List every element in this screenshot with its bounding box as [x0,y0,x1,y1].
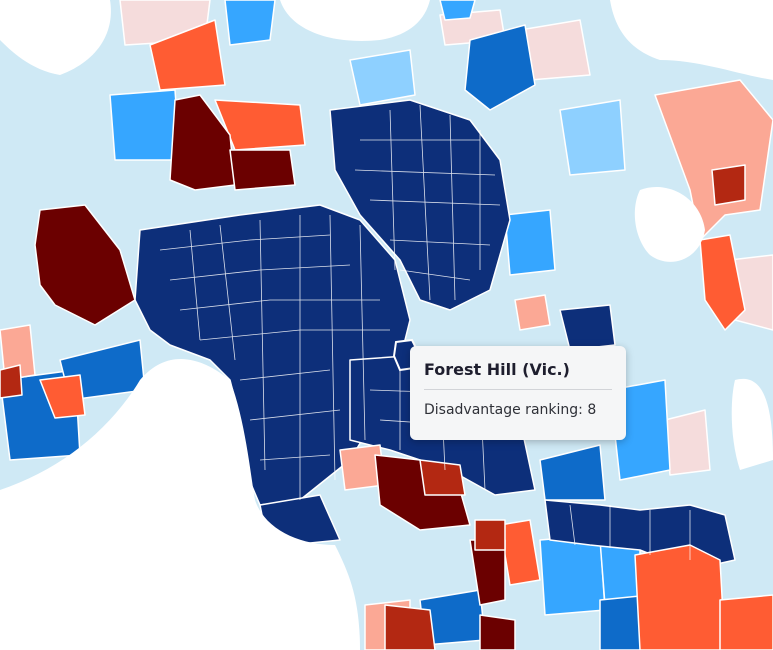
tooltip-ranking-label: Disadvantage ranking: [424,402,583,418]
water-area [731,378,773,470]
suburb-region[interactable] [559,99,626,176]
suburb-region[interactable] [504,209,556,276]
suburb-region[interactable] [149,19,226,91]
water-area [610,0,773,80]
suburb-region[interactable] [479,614,516,650]
region-tooltip: Forest Hill (Vic.) Disadvantage ranking:… [410,346,626,440]
tooltip-ranking-line: Disadvantage ranking: 8 [424,402,612,418]
suburb-region[interactable] [634,544,726,650]
suburb-region[interactable] [559,304,616,351]
suburb-region[interactable] [439,0,476,21]
suburb-region[interactable] [0,364,23,399]
tooltip-divider [424,389,612,390]
suburb-region[interactable] [539,444,606,501]
suburb-region[interactable] [384,604,436,650]
suburb-region[interactable] [719,594,773,650]
water-area [280,0,430,41]
suburb-region[interactable] [539,534,606,616]
suburb-region[interactable] [0,324,36,381]
suburb-region[interactable] [664,409,711,476]
tooltip-title: Forest Hill (Vic.) [424,360,570,379]
suburb-region[interactable] [514,294,551,331]
suburb-region[interactable] [39,374,86,419]
suburb-region[interactable] [329,99,511,311]
tooltip-ranking-value: 8 [587,402,597,418]
suburb-region[interactable] [499,519,541,586]
suburb-region[interactable] [109,89,181,161]
suburb-region[interactable] [464,24,536,111]
suburb-region[interactable] [229,149,296,191]
port-phillip-bay [0,359,360,650]
water-area [634,186,705,262]
suburb-region[interactable] [224,0,276,46]
suburb-region[interactable] [711,164,746,206]
suburb-region[interactable] [349,49,416,106]
suburb-region[interactable] [419,459,466,496]
water-area [0,0,111,75]
suburb-region[interactable] [699,234,746,331]
suburb-region[interactable] [474,519,506,551]
suburb-region[interactable] [34,204,136,326]
